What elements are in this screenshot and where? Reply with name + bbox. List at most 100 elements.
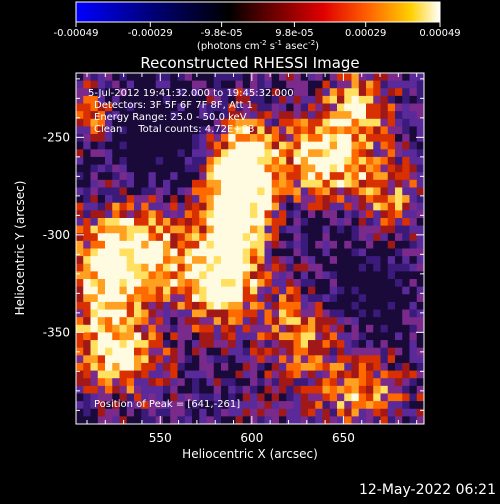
heatmap-cell bbox=[315, 118, 323, 127]
heatmap-cell bbox=[184, 179, 193, 188]
heatmap-cell bbox=[402, 263, 410, 272]
heatmap-cell bbox=[315, 134, 323, 143]
heatmap-cell bbox=[119, 309, 128, 318]
heatmap-cell bbox=[279, 88, 287, 97]
heatmap-cell bbox=[206, 324, 215, 333]
heatmap-cell bbox=[416, 378, 424, 387]
heatmap-cell bbox=[119, 271, 128, 280]
heatmap-cell bbox=[286, 355, 294, 364]
heatmap-cell bbox=[315, 355, 323, 364]
heatmap-cell bbox=[134, 294, 142, 303]
heatmap-cell bbox=[235, 240, 244, 249]
heatmap-cell bbox=[163, 164, 171, 173]
heatmap-cell bbox=[177, 179, 186, 188]
heatmap-cell bbox=[177, 317, 186, 326]
heatmap-cell bbox=[351, 225, 360, 234]
heatmap-cell bbox=[155, 95, 164, 104]
heatmap-cell bbox=[395, 279, 403, 288]
heatmap-cell bbox=[344, 187, 352, 196]
heatmap-cell bbox=[235, 126, 244, 135]
heatmap-cell bbox=[221, 309, 229, 318]
heatmap-cell bbox=[329, 248, 338, 257]
heatmap-cell bbox=[380, 355, 389, 364]
heatmap-cell bbox=[315, 416, 323, 424]
heatmap-cell bbox=[373, 179, 381, 188]
heatmap-cell bbox=[199, 416, 207, 424]
heatmap-cell bbox=[366, 164, 374, 173]
heatmap-cell bbox=[380, 233, 389, 242]
heatmap-cell bbox=[344, 362, 352, 371]
heatmap-cell bbox=[300, 332, 309, 341]
heatmap-cell bbox=[409, 355, 418, 364]
heatmap-cell bbox=[90, 271, 99, 280]
heatmap-cell bbox=[329, 233, 338, 242]
heatmap-cell bbox=[134, 149, 142, 158]
heatmap-cell bbox=[257, 317, 265, 326]
heatmap-cell bbox=[192, 385, 200, 394]
heatmap-cell bbox=[112, 149, 120, 158]
heatmap-cell bbox=[286, 210, 294, 219]
heatmap-cell bbox=[257, 95, 265, 104]
heatmap-cell bbox=[90, 370, 99, 379]
heatmap-cell bbox=[141, 355, 149, 364]
heatmap-cell bbox=[221, 370, 229, 379]
heatmap-cell bbox=[387, 111, 396, 120]
heatmap-cell bbox=[242, 225, 251, 234]
heatmap-cell bbox=[279, 309, 287, 318]
heatmap-cell bbox=[351, 408, 360, 417]
heatmap-cell bbox=[105, 408, 113, 417]
heatmap-cell bbox=[76, 126, 84, 135]
heatmap-cell bbox=[279, 172, 287, 181]
heatmap-cell bbox=[402, 362, 410, 371]
heatmap-cell bbox=[141, 164, 149, 173]
heatmap-cell bbox=[257, 294, 265, 303]
heatmap-cell bbox=[366, 324, 374, 333]
heatmap-cell bbox=[242, 248, 251, 257]
heatmap-cell bbox=[300, 378, 309, 387]
heatmap-cell bbox=[344, 401, 352, 410]
heatmap-cell bbox=[199, 286, 207, 295]
heatmap-cell bbox=[300, 263, 309, 272]
axes: 550 600 650-250-300-350 bbox=[43, 73, 424, 445]
heatmap-cell bbox=[192, 378, 200, 387]
heatmap-cell bbox=[344, 233, 352, 242]
heatmap-cell bbox=[228, 408, 236, 417]
heatmap-cell bbox=[293, 179, 302, 188]
heatmap-cell bbox=[170, 187, 178, 196]
heatmap-cell bbox=[242, 172, 251, 181]
heatmap-cell bbox=[257, 233, 265, 242]
heatmap-cell bbox=[242, 156, 251, 165]
heatmap-cell bbox=[337, 172, 345, 181]
heatmap-cell bbox=[155, 195, 164, 204]
heatmap-cell bbox=[373, 324, 381, 333]
heatmap-cell bbox=[170, 401, 178, 410]
heatmap-cell bbox=[134, 309, 142, 318]
heatmap-cell bbox=[271, 248, 280, 257]
heatmap-cell bbox=[184, 210, 193, 219]
heatmap-cell bbox=[90, 362, 99, 371]
heatmap-cell bbox=[308, 256, 316, 265]
heatmap-cell bbox=[250, 126, 258, 135]
heatmap-cell bbox=[141, 271, 149, 280]
heatmap-cell bbox=[221, 210, 229, 219]
heatmap-cell bbox=[242, 301, 251, 310]
heatmap-cell bbox=[126, 172, 135, 181]
heatmap-cell bbox=[366, 408, 374, 417]
heatmap-cell bbox=[322, 210, 331, 219]
heatmap-cell bbox=[315, 164, 323, 173]
heatmap-cell bbox=[358, 416, 367, 424]
heatmap-cell bbox=[148, 195, 157, 204]
heatmap-cell bbox=[293, 408, 302, 417]
heatmap-cell bbox=[409, 286, 418, 295]
heatmap-cell bbox=[170, 149, 178, 158]
heatmap-cell bbox=[337, 88, 345, 97]
heatmap-cell bbox=[97, 210, 106, 219]
heatmap-cell bbox=[105, 233, 113, 242]
heatmap-cell bbox=[199, 408, 207, 417]
heatmap-cell bbox=[344, 286, 352, 295]
heatmap-cell bbox=[177, 103, 186, 112]
heatmap-cell bbox=[315, 408, 323, 417]
heatmap-cell bbox=[163, 233, 171, 242]
heatmap-cell bbox=[213, 248, 222, 257]
heatmap-cell bbox=[344, 195, 352, 204]
